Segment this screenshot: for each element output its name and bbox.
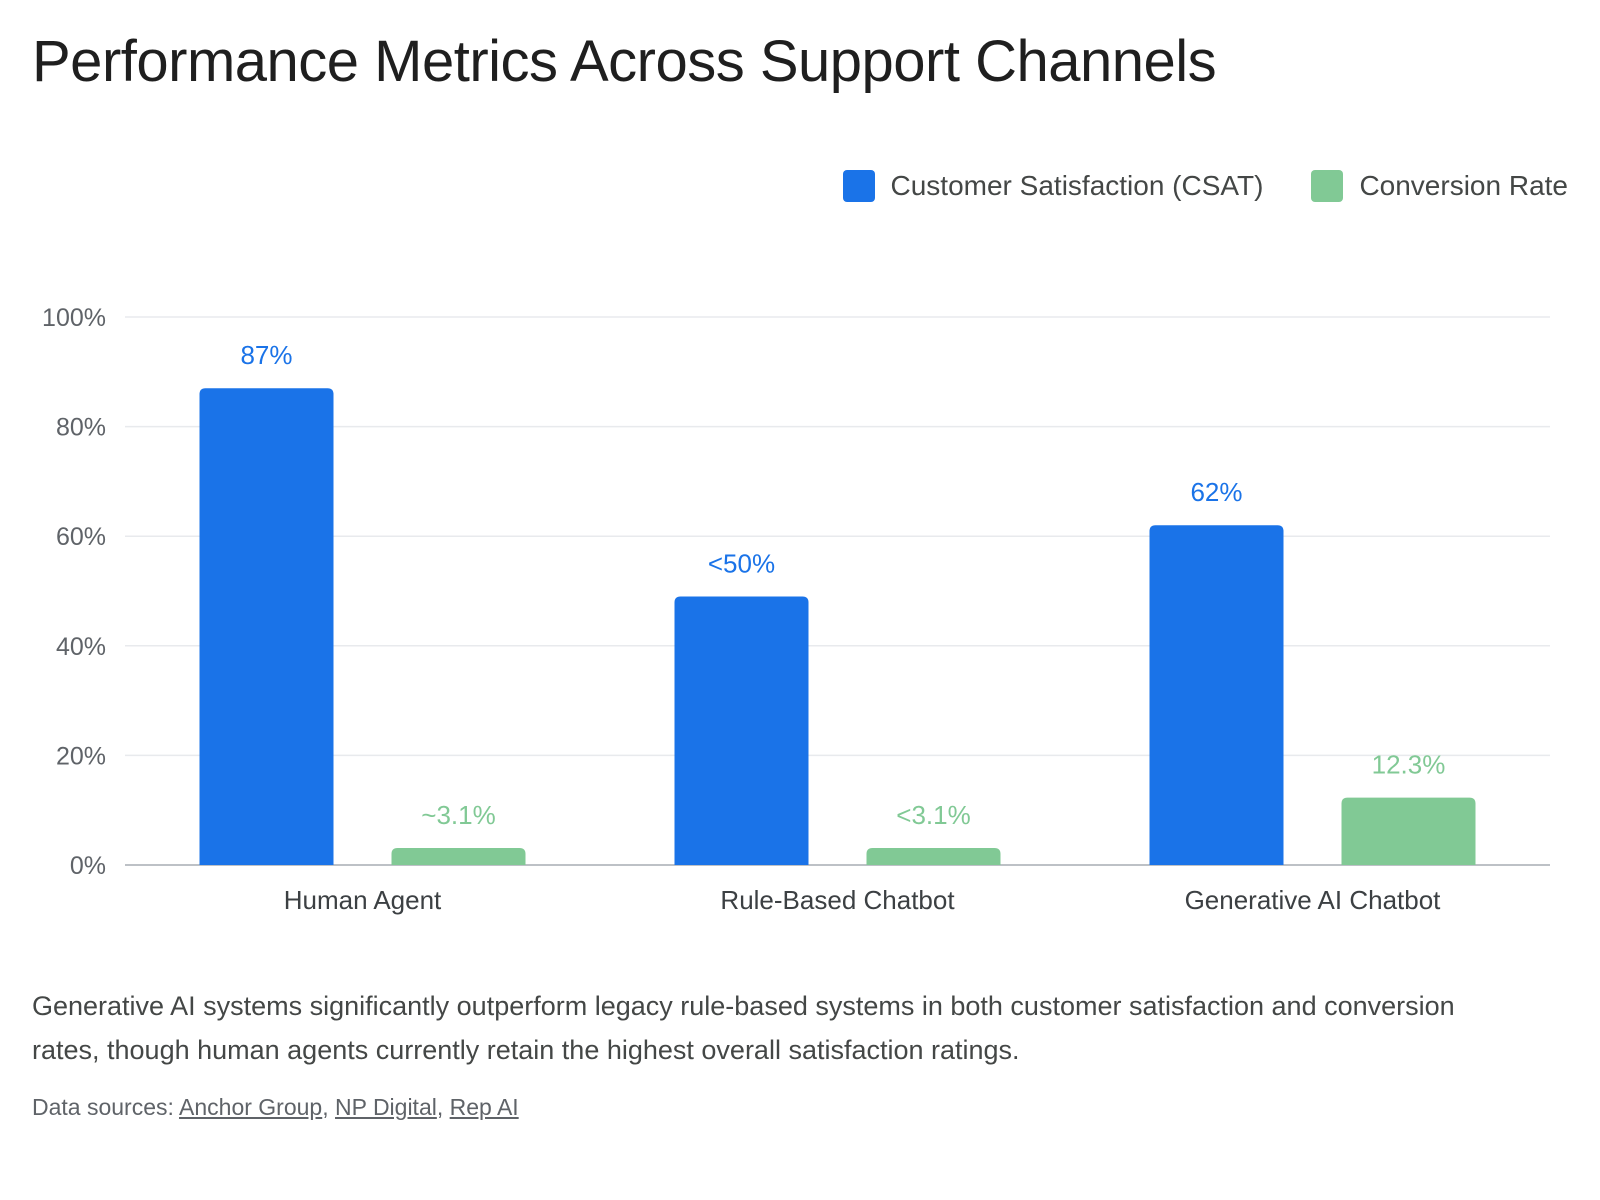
data-sources: Data sources: Anchor Group, NP Digital, … [32,1094,519,1121]
legend-swatch-csat [842,170,875,202]
legend-swatch-conversion [1311,170,1344,202]
data-label-conversion: <3.1% [896,800,970,830]
data-label-csat: 62% [1190,477,1242,507]
bar-csat [674,596,809,865]
y-tick-label: 80% [56,414,106,442]
data-label-csat: <50% [708,548,775,578]
bar-conversion [391,848,526,865]
sources-prefix: Data sources: [32,1094,180,1120]
bar-csat [199,388,334,865]
chart-caption: Generative AI systems significantly outp… [32,991,1455,1065]
bar-conversion [866,848,1001,865]
y-tick-label: 100% [42,304,106,332]
chart-title: Performance Metrics Across Support Chann… [32,29,1217,94]
source-link-rep-ai[interactable]: Rep AI [449,1094,519,1120]
chart-legend: Customer Satisfaction (CSAT) Conversion … [842,170,1568,202]
x-tick-label: Rule-Based Chatbot [720,885,955,915]
legend-label-conversion: Conversion Rate [1359,170,1568,201]
bar-csat [1149,525,1284,865]
x-tick-label: Human Agent [284,885,442,915]
sources-separator: , [322,1094,336,1120]
y-tick-label: 20% [56,742,106,770]
source-link-np-digital[interactable]: NP Digital [335,1094,437,1120]
x-tick-label: Generative AI Chatbot [1185,885,1442,915]
data-label-conversion: ~3.1% [421,800,495,830]
legend-item-csat: Customer Satisfaction (CSAT) [842,170,1264,202]
legend-label-csat: Customer Satisfaction (CSAT) [890,170,1264,201]
y-tick-label: 60% [56,523,106,551]
y-tick-label: 0% [70,852,106,880]
sources-separator: , [436,1094,450,1120]
data-label-conversion: 12.3% [1372,750,1446,780]
y-tick-label: 40% [56,633,106,661]
bar-chart: 0% 20% 40% 60% 80% 100% 87% ~3.1% Human Agent <50… [42,304,1550,915]
source-link-anchor-group[interactable]: Anchor Group [179,1094,323,1120]
data-label-csat: 87% [240,340,292,370]
legend-item-conversion: Conversion Rate [1311,170,1568,202]
bar-conversion [1341,797,1476,865]
